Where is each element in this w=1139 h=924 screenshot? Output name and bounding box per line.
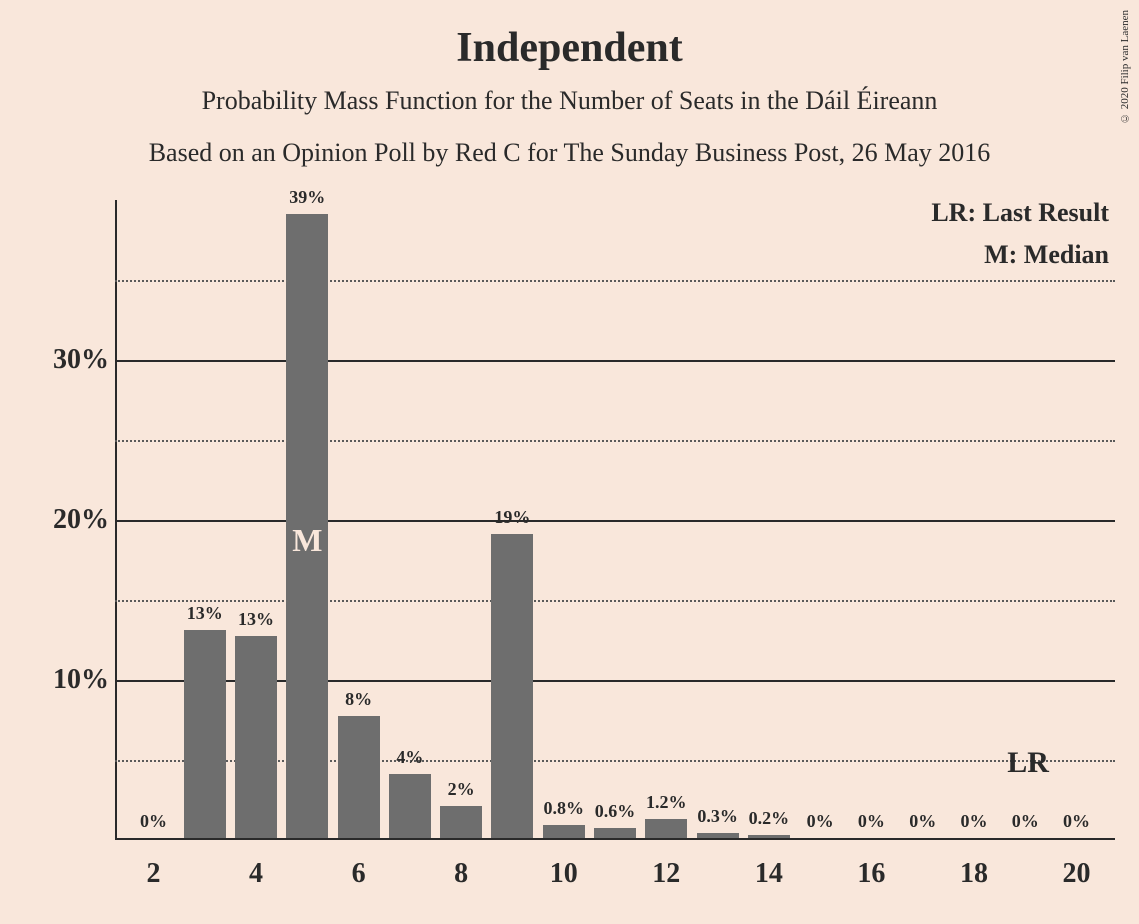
copyright-text: © 2020 Filip van Laenen bbox=[1119, 10, 1131, 124]
x-axis bbox=[115, 838, 1115, 840]
bar bbox=[440, 806, 482, 838]
bar-value-label: 0% bbox=[858, 811, 885, 832]
chart-title: Independent bbox=[0, 24, 1139, 72]
legend-lr: LR: Last Result bbox=[931, 198, 1109, 228]
bar-value-label: 39% bbox=[289, 187, 325, 208]
gridline-minor bbox=[115, 280, 1115, 282]
x-tick-label: 16 bbox=[857, 858, 885, 890]
gridline-major bbox=[115, 360, 1115, 362]
chart-container: Independent Probability Mass Function fo… bbox=[0, 0, 1139, 924]
legend-median: M: Median bbox=[984, 240, 1109, 270]
bar bbox=[543, 825, 585, 838]
gridline-minor bbox=[115, 440, 1115, 442]
bar-value-label: 0% bbox=[807, 811, 834, 832]
plot-area: 0%13%13%39%M8%4%2%19%0.8%0.6%1.2%0.3%0.2… bbox=[115, 200, 1115, 840]
x-tick-label: 20 bbox=[1063, 858, 1091, 890]
bar-value-label: 0% bbox=[909, 811, 936, 832]
chart-subtitle-1: Probability Mass Function for the Number… bbox=[0, 86, 1139, 116]
y-tick-label: 30% bbox=[9, 344, 109, 376]
bar bbox=[697, 833, 739, 838]
bar-value-label: 19% bbox=[494, 507, 530, 528]
x-tick-label: 6 bbox=[352, 858, 366, 890]
x-tick-label: 2 bbox=[146, 858, 160, 890]
median-marker: M bbox=[292, 522, 322, 559]
x-tick-label: 10 bbox=[550, 858, 578, 890]
bar-value-label: 0% bbox=[140, 811, 167, 832]
bar-value-label: 0% bbox=[1012, 811, 1039, 832]
bar bbox=[491, 534, 533, 838]
bar bbox=[235, 636, 277, 838]
bar-value-label: 1.2% bbox=[646, 792, 687, 813]
gridline-major bbox=[115, 520, 1115, 522]
lr-marker: LR bbox=[1007, 746, 1049, 780]
chart-subtitle-2: Based on an Opinion Poll by Red C for Th… bbox=[0, 138, 1139, 168]
bar bbox=[184, 630, 226, 838]
x-tick-label: 4 bbox=[249, 858, 263, 890]
x-tick-label: 8 bbox=[454, 858, 468, 890]
bar-value-label: 0.3% bbox=[697, 806, 738, 827]
y-tick-label: 20% bbox=[9, 504, 109, 536]
bar-value-label: 8% bbox=[345, 689, 372, 710]
bar-value-label: 0.8% bbox=[543, 798, 584, 819]
y-tick-label: 10% bbox=[9, 664, 109, 696]
bar-value-label: 13% bbox=[187, 603, 223, 624]
bar-value-label: 0.6% bbox=[595, 801, 636, 822]
bar bbox=[338, 716, 380, 838]
bar bbox=[389, 774, 431, 838]
x-tick-label: 14 bbox=[755, 858, 783, 890]
bar-value-label: 4% bbox=[396, 747, 423, 768]
bar-value-label: 2% bbox=[448, 779, 475, 800]
bar bbox=[748, 835, 790, 838]
x-tick-label: 12 bbox=[652, 858, 680, 890]
gridline-minor bbox=[115, 600, 1115, 602]
x-tick-label: 18 bbox=[960, 858, 988, 890]
bar bbox=[645, 819, 687, 838]
bar bbox=[594, 828, 636, 838]
bar-value-label: 0.2% bbox=[749, 808, 790, 829]
bar-value-label: 0% bbox=[960, 811, 987, 832]
bar-value-label: 13% bbox=[238, 609, 274, 630]
bar-value-label: 0% bbox=[1063, 811, 1090, 832]
